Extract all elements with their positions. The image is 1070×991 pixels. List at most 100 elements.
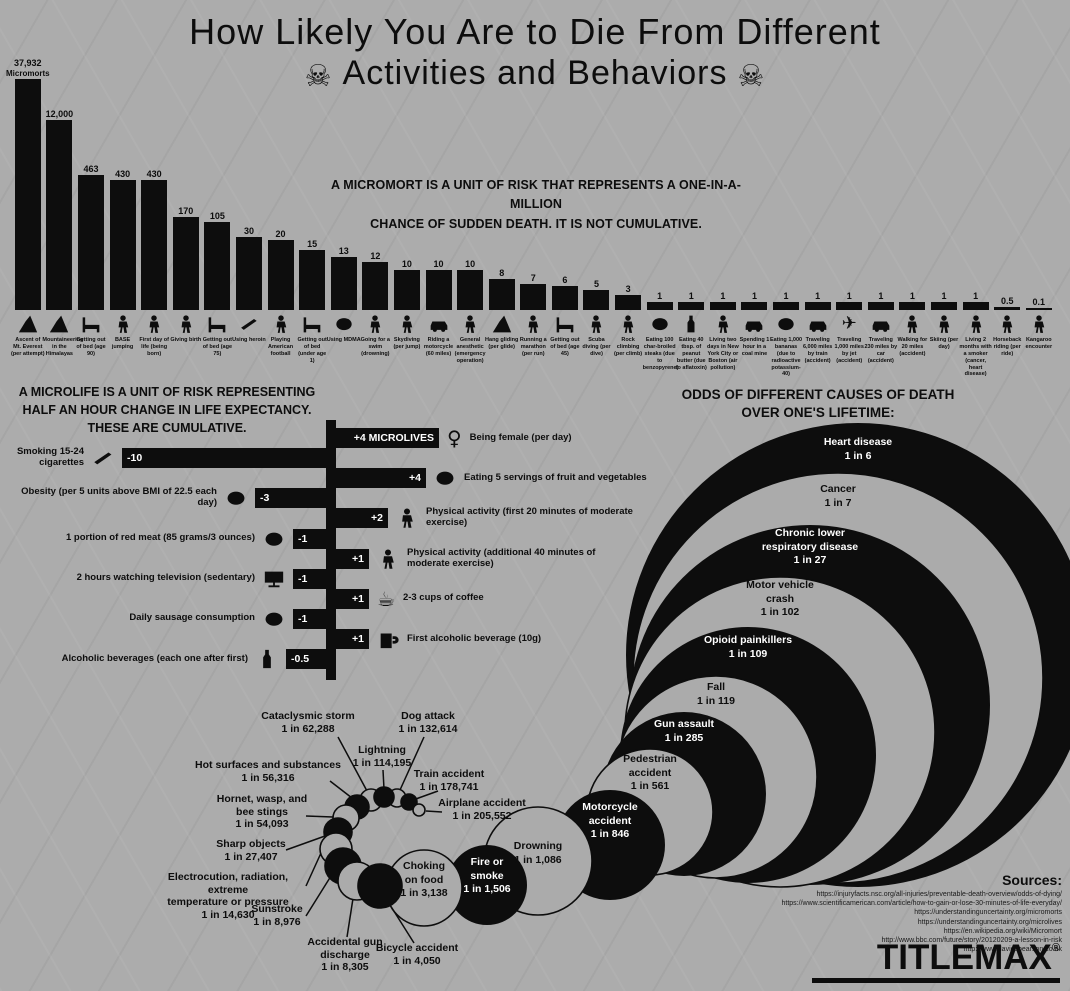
bar-icon-holder — [902, 313, 922, 335]
airplane-icon: ✈ — [841, 313, 857, 334]
bar-column: 6 Getting out of bed (age 45) — [549, 58, 581, 378]
bar-label: Rock climbing (per climb) — [614, 337, 643, 357]
bar-label: Spending 1 hour in a coal mine — [739, 337, 770, 357]
chain-label-line: Hornet, wasp, and — [216, 793, 308, 805]
odds-circle — [447, 845, 527, 925]
odds-header-line-2: OVER ONE'S LIFETIME: — [741, 404, 895, 420]
bar-label: Using MDMA — [326, 337, 361, 343]
bar — [583, 290, 610, 310]
bar-value: 7 — [530, 273, 536, 283]
source-url: https://understandinguncertainty.org/mic… — [914, 909, 1062, 917]
microlife-row: 2 hours watching television (sedentary) -… — [77, 568, 326, 590]
kangaroo-icon — [1029, 314, 1049, 334]
chain-circle — [400, 793, 418, 811]
bar-zone: 37,932 Micromorts — [6, 58, 50, 310]
statue-of-liberty-icon — [713, 314, 733, 334]
bar-value: 5 — [593, 279, 599, 289]
bar-column: 1 Eating 40 tbsp. of peanut butter (due t… — [675, 58, 707, 378]
bar-label: Running a marathon (per run) — [519, 337, 547, 357]
odds-label-line: 1 in 846 — [590, 828, 630, 841]
bar-icon-holder — [239, 313, 259, 335]
fruit-vegetables-icon — [434, 467, 456, 489]
swimmer-icon — [365, 314, 385, 334]
anesthetic-mask-icon — [460, 314, 480, 334]
chain-label-line: Airplane accident — [438, 797, 526, 809]
chain-label: Hot surfaces and substances 1 in 56,316 — [193, 759, 343, 784]
leader-line — [329, 780, 353, 799]
bar-column: 1 Traveling 6,000 miles by train (acciden… — [802, 58, 834, 378]
bar-column: 1 Eating 1,000 bananas (due to radioactiv… — [770, 58, 802, 378]
brand-logo-text: TITLEMAX — [876, 938, 1052, 977]
bar-value: 430 — [146, 169, 162, 179]
chain-circle — [412, 803, 426, 817]
source-url: http://www.bbc.com/future/story/20120209… — [881, 937, 1062, 945]
bar — [425, 270, 452, 310]
bar — [77, 175, 104, 310]
microlife-bar: +1 — [336, 588, 369, 609]
bar — [204, 222, 231, 310]
bar-column: 1 Walking for 20 miles (accident) — [897, 58, 929, 378]
bar-zone: 1 — [802, 58, 834, 310]
bar-label: Mountaineering in the Himalayas — [42, 337, 84, 357]
bar-zone: 15 — [296, 58, 328, 310]
obesity-icon — [225, 487, 247, 509]
bar-value: 15 — [307, 239, 318, 249]
chain-label-line: Lightning — [358, 744, 406, 756]
coffee-cup-icon: ☕ — [377, 586, 395, 611]
odds-label-line: 1 in 102 — [760, 606, 800, 619]
bar — [867, 302, 894, 310]
bar-icon-holder — [966, 313, 986, 335]
title-line-2-text: Activities and Behaviors — [342, 54, 728, 93]
bar-value: 1 — [909, 291, 915, 301]
chain-label: Airplane accident 1 in 205,552 — [407, 797, 557, 822]
odds-label-line: Chronic lower — [774, 527, 845, 539]
bar-zone: 1 — [865, 58, 897, 310]
bar — [46, 120, 73, 310]
bar-icon-holder — [271, 313, 291, 335]
bar-icon-holder — [365, 313, 385, 335]
bar-icon-holder — [429, 313, 449, 335]
bar — [551, 286, 578, 310]
odds-label: Motor vehicle crash 1 in 102 — [690, 579, 870, 620]
bar-label: Eating 1,000 bananas (due to radioactive… — [769, 337, 803, 378]
coal-cart-icon — [744, 314, 764, 334]
microlife-bar: -3 — [255, 488, 326, 509]
odds-label-line: Opioid painkillers — [703, 634, 793, 646]
odds-label-line: 1 in 109 — [728, 647, 768, 660]
microlife-bar: +1 — [336, 548, 369, 569]
chain-label-line: Electrocution, radiation, extreme — [167, 871, 289, 896]
bar-zone: 1 — [833, 58, 865, 310]
bar-value: 0.1 — [1032, 297, 1046, 307]
microlife-label: Alcoholic beverages (each one after firs… — [61, 652, 248, 664]
bar-value: 10 — [465, 259, 476, 269]
bar — [14, 79, 41, 310]
odds-label-line: 1 in 561 — [630, 780, 670, 793]
bar-value: 6 — [562, 275, 568, 285]
bar-icon-holder — [555, 313, 575, 335]
bar-column: 430 First day of life (being born) — [138, 58, 170, 378]
microlife-row: +1 Physical activity (additional 40 minut… — [336, 547, 622, 570]
wine-bottle-icon — [256, 648, 278, 670]
registered-trademark: ® — [1051, 942, 1060, 954]
odds-label: Fire or smoke 1 in 1,506 — [397, 856, 577, 897]
odds-label: Fall 1 in 119 — [626, 681, 806, 708]
bar-zone: 1 — [897, 58, 929, 310]
bar-icon-holder — [586, 313, 606, 335]
base-jump-icon — [113, 314, 133, 334]
odds-section-header: ODDS OF DIFFERENT CAUSES OF DEATH OVER O… — [650, 386, 986, 421]
bar-icon-holder — [176, 313, 196, 335]
chain-label: Hornet, wasp, and bee stings 1 in 54,093 — [187, 793, 337, 831]
bar-column: 1 Spending 1 hour in a coal mine — [739, 58, 771, 378]
bar-value: 463 — [83, 164, 99, 174]
train-icon — [808, 314, 828, 334]
chain-label: Dog attack 1 in 132,614 — [353, 710, 503, 735]
bar-column: 13 Using MDMA — [326, 58, 361, 378]
chain-label: Lightning 1 in 114,195 — [307, 744, 457, 769]
microlife-label: First alcoholic beverage (10g) — [407, 632, 542, 644]
leader-line — [412, 790, 439, 801]
microlife-label: 2 hours watching television (sedentary) — [76, 572, 255, 584]
bar-value: 30 — [243, 226, 254, 236]
microlife-row: Daily sausage consumption -1 — [129, 608, 326, 630]
micromort-definition: A MICROMORT IS A UNIT OF RISK THAT REPRE… — [322, 176, 750, 234]
